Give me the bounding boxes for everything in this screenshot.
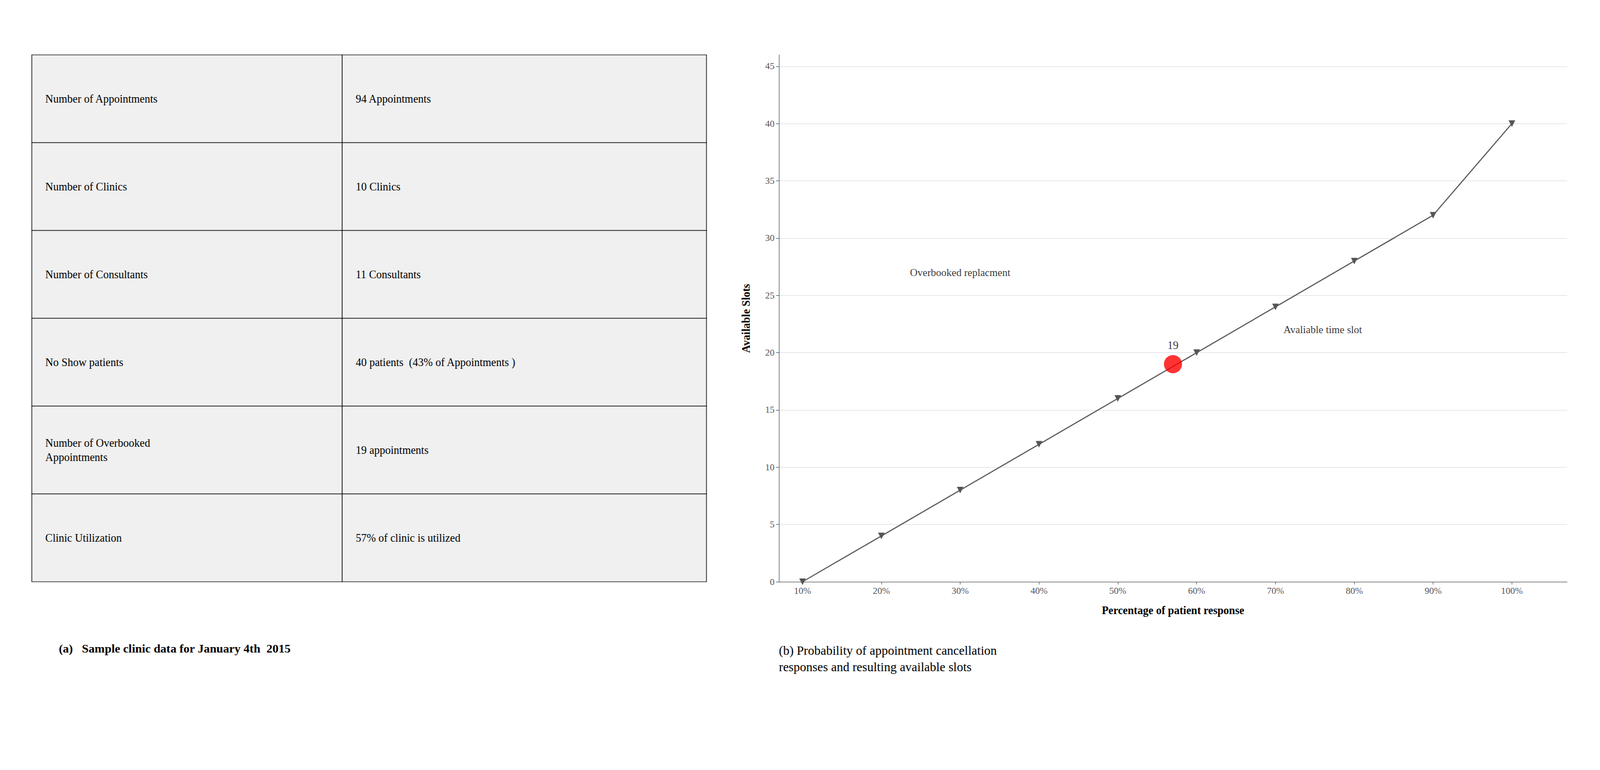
svg-text:Number of Consultants: Number of Consultants	[45, 268, 149, 281]
svg-text:30%: 30%	[951, 585, 969, 596]
svg-text:Appointments: Appointments	[45, 450, 109, 464]
svg-text:Number of Overbooked: Number of Overbooked	[45, 436, 151, 449]
svg-text:10: 10	[765, 461, 775, 473]
svg-text:20: 20	[765, 347, 775, 358]
svg-text:15: 15	[765, 404, 775, 415]
svg-text:20%: 20%	[872, 585, 890, 596]
svg-text:(a) Sample clinic data for J: (a) Sample clinic data for January 4th 2…	[58, 641, 291, 655]
svg-text:11 Consultants: 11 Consultants	[355, 268, 421, 281]
svg-text:No Show patients: No Show patients	[45, 355, 124, 369]
svg-text:50%: 50%	[1109, 585, 1127, 596]
svg-text:30: 30	[765, 232, 775, 243]
svg-text:Number of Clinics: Number of Clinics	[45, 180, 128, 193]
svg-text:Percentage of patient response: Percentage of patient response	[1101, 603, 1245, 617]
svg-text:Clinic Utilization: Clinic Utilization	[45, 531, 122, 544]
svg-text:57% of clinic is utilized: 57% of clinic is utilized	[355, 531, 461, 544]
svg-text:responses and resulting availa: responses and resulting available slots	[778, 659, 972, 674]
svg-text:19: 19	[1167, 338, 1179, 352]
svg-text:Avaliable time slot: Avaliable time slot	[1283, 323, 1363, 336]
svg-text:40 patients (43% of Appointme: 40 patients (43% of Appointments )	[355, 355, 516, 369]
svg-text:100%: 100%	[1501, 585, 1524, 596]
svg-text:Overbooked replacment: Overbooked replacment	[909, 266, 1011, 279]
svg-text:10 Clinics: 10 Clinics	[355, 180, 401, 193]
svg-text:80%: 80%	[1345, 585, 1363, 596]
svg-text:19 appointments: 19 appointments	[355, 443, 429, 457]
svg-text:10%: 10%	[794, 585, 812, 596]
svg-text:40%: 40%	[1030, 585, 1048, 596]
svg-text:Number of Appointments: Number of Appointments	[45, 92, 158, 106]
svg-text:90%: 90%	[1424, 585, 1442, 596]
svg-text:(b) Probability of appointment: (b) Probability of appointment cancellat…	[778, 643, 998, 658]
svg-text:Available Slots: Available Slots	[739, 283, 753, 353]
svg-text:60%: 60%	[1188, 585, 1206, 596]
svg-text:5: 5	[770, 518, 776, 530]
svg-text:94 Appointments: 94 Appointments	[355, 92, 431, 106]
svg-text:35: 35	[765, 175, 775, 186]
svg-text:70%: 70%	[1267, 585, 1285, 596]
svg-text:45: 45	[765, 60, 775, 72]
svg-text:25: 25	[765, 290, 775, 301]
svg-text:0: 0	[770, 576, 776, 587]
svg-text:40: 40	[765, 118, 775, 129]
